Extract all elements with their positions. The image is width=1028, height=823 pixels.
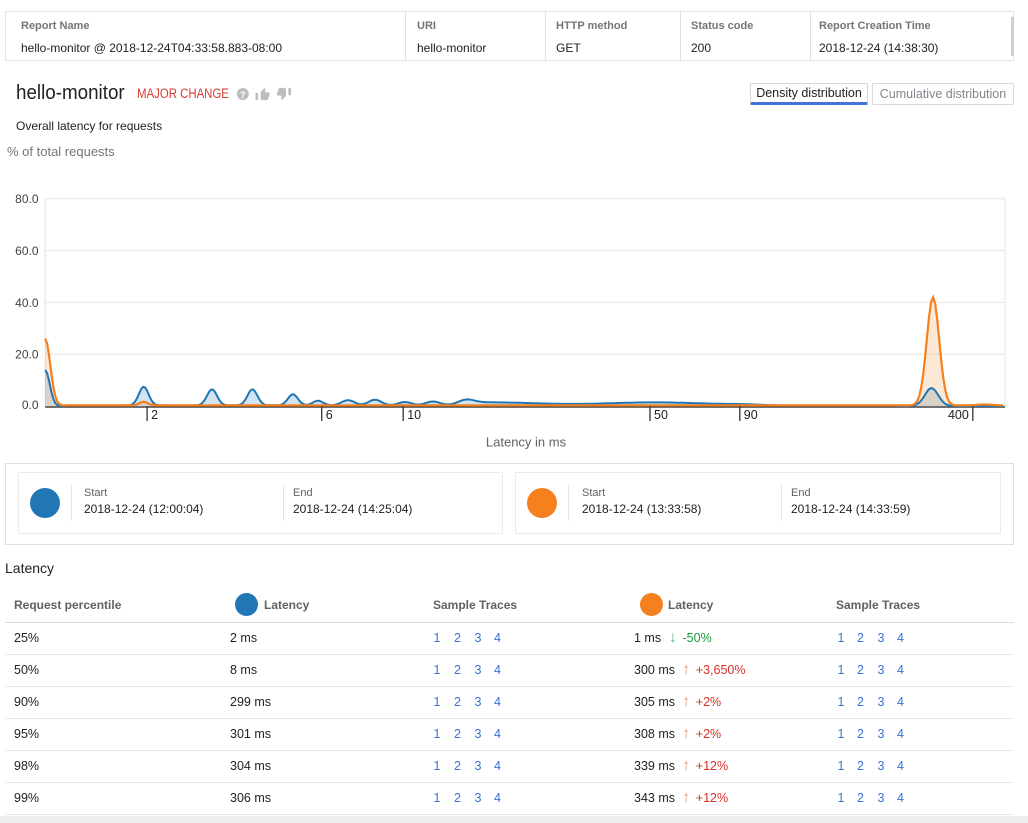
svg-text:400: 400 bbox=[948, 408, 969, 422]
svg-text:2: 2 bbox=[151, 408, 158, 422]
svg-text:80.0: 80.0 bbox=[15, 192, 39, 206]
svg-text:Latency in ms: Latency in ms bbox=[486, 435, 567, 450]
svg-text:60.0: 60.0 bbox=[15, 244, 39, 258]
svg-text:40.0: 40.0 bbox=[15, 296, 39, 310]
svg-text:10: 10 bbox=[407, 408, 421, 422]
svg-text:50: 50 bbox=[654, 408, 668, 422]
svg-text:?: ? bbox=[240, 90, 246, 101]
svg-text:20.0: 20.0 bbox=[15, 348, 39, 362]
svg-text:90: 90 bbox=[744, 408, 758, 422]
svg-text:6: 6 bbox=[326, 408, 333, 422]
svg-text:0.0: 0.0 bbox=[22, 398, 39, 412]
